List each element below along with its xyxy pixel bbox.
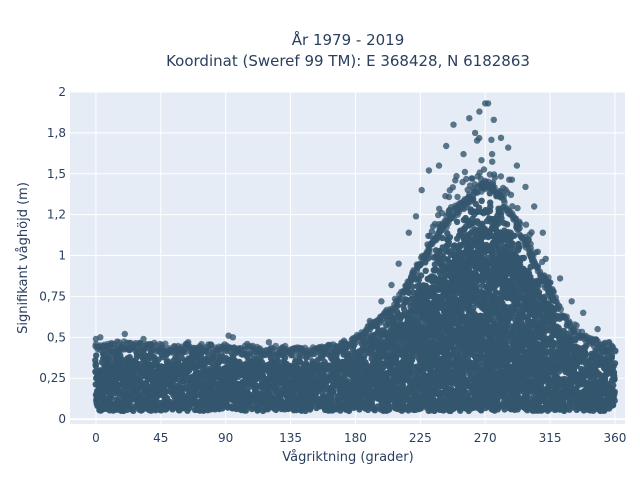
data-point bbox=[155, 356, 162, 363]
data-point bbox=[241, 407, 248, 414]
data-point bbox=[92, 357, 99, 364]
data-point bbox=[394, 302, 401, 310]
data-point bbox=[252, 382, 260, 389]
data-point bbox=[478, 197, 485, 204]
data-point bbox=[92, 362, 100, 370]
data-point bbox=[330, 388, 337, 395]
data-point bbox=[162, 340, 169, 347]
chart-title-line1: År 1979 - 2019 bbox=[292, 30, 405, 49]
chart-title-line2: Koordinat (Sweref 99 TM): E 368428, N 61… bbox=[166, 52, 530, 70]
data-point bbox=[239, 378, 247, 385]
chart-titles: År 1979 - 2019 Koordinat (Sweref 99 TM):… bbox=[166, 30, 530, 70]
data-point bbox=[417, 272, 425, 279]
data-point bbox=[171, 381, 178, 389]
data-point bbox=[453, 218, 461, 226]
data-point bbox=[108, 394, 115, 401]
data-point bbox=[445, 239, 452, 246]
data-point bbox=[130, 407, 137, 414]
data-points bbox=[92, 100, 619, 415]
data-point bbox=[274, 357, 282, 365]
data-point bbox=[164, 358, 172, 365]
data-point bbox=[422, 267, 429, 274]
data-point bbox=[328, 394, 335, 401]
